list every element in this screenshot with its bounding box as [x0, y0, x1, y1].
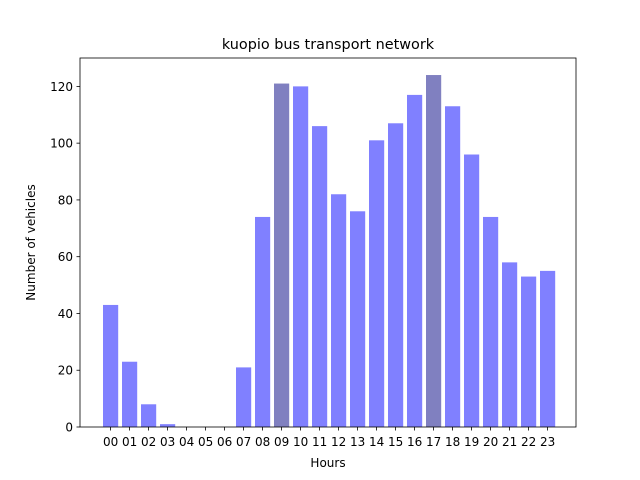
plot-frame — [79, 57, 577, 428]
y-tick-label: 80 — [58, 193, 73, 207]
x-axis-label: Hours — [310, 456, 345, 470]
bars — [103, 75, 556, 428]
x-tick-label: 23 — [540, 435, 555, 449]
y-tick-label: 120 — [50, 80, 73, 94]
bar-01 — [122, 361, 138, 427]
x-tick-label: 14 — [369, 435, 384, 449]
bar-10 — [293, 86, 309, 427]
x-tick-label: 12 — [331, 435, 346, 449]
x-tick-label: 08 — [255, 435, 270, 449]
x-tick-label: 01 — [122, 435, 137, 449]
bar-15 — [388, 123, 404, 427]
bar-03 — [160, 424, 176, 427]
bar-02 — [141, 404, 157, 427]
bar-00 — [103, 304, 119, 427]
x-tick-label: 11 — [312, 435, 327, 449]
bar-21 — [502, 262, 518, 427]
x-tick-label: 10 — [293, 435, 308, 449]
x-tick-label: 13 — [350, 435, 365, 449]
bar-12 — [331, 194, 347, 427]
chart-title: kuopio bus transport network — [222, 37, 435, 53]
x-tick-label: 07 — [236, 435, 251, 449]
y-tick-label: 100 — [50, 137, 73, 151]
x-tick-label: 16 — [407, 435, 422, 449]
bar-09 — [274, 83, 290, 428]
bar-11 — [312, 126, 328, 428]
x-tick-label: 04 — [179, 435, 194, 449]
x-tick-label: 00 — [103, 435, 118, 449]
bar-16 — [407, 94, 423, 428]
x-axis-ticks: 00 01 02 03 04 05 06 07 08 09 10 11 12 13 14 15 16 17 18 19… — [103, 427, 555, 449]
bar-20 — [483, 216, 499, 427]
y-tick-label: 20 — [58, 364, 73, 378]
bar-08 — [255, 216, 271, 427]
x-tick-label: 03 — [160, 435, 175, 449]
y-tick-label: 0 — [65, 421, 73, 435]
x-tick-label: 09 — [274, 435, 289, 449]
x-tick-label: 15 — [388, 435, 403, 449]
bar-19 — [464, 154, 480, 427]
x-tick-label: 18 — [445, 435, 460, 449]
x-tick-label: 02 — [141, 435, 156, 449]
x-tick-label: 05 — [198, 435, 213, 449]
x-tick-label: 20 — [483, 435, 498, 449]
bar-23 — [540, 270, 556, 427]
x-tick-label: 22 — [521, 435, 536, 449]
x-tick-label: 06 — [217, 435, 232, 449]
bar-22 — [521, 276, 537, 427]
y-axis-ticks: 0 20 40 60 80 100 120 — [50, 80, 80, 435]
bar-18 — [445, 106, 461, 427]
bar-13 — [350, 211, 366, 427]
x-tick-label: 21 — [502, 435, 517, 449]
bar-14 — [369, 140, 385, 427]
y-tick-label: 40 — [58, 307, 73, 321]
bar-07 — [236, 367, 252, 427]
x-tick-label: 17 — [426, 435, 441, 449]
x-tick-label: 19 — [464, 435, 479, 449]
bar-17 — [426, 75, 442, 427]
y-tick-label: 60 — [58, 250, 73, 264]
y-axis-label: Number of vehicles — [24, 184, 38, 300]
